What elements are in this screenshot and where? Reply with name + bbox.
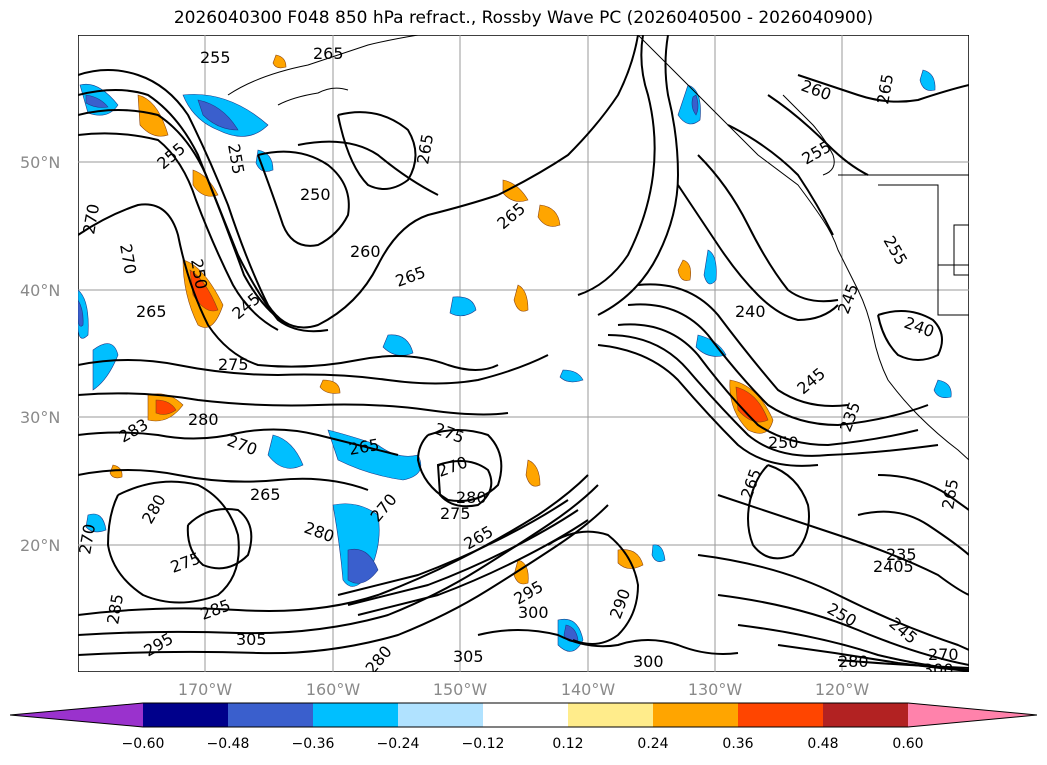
lon-label-130w: 130°W <box>687 680 743 699</box>
chart-title: 2026040300 F048 850 hPa refract., Rossby… <box>173 8 874 28</box>
colorbar-segment <box>738 703 823 727</box>
lon-label-150w: 150°W <box>432 680 488 699</box>
lat-label-50n: 50°N <box>20 153 61 172</box>
colorbar-tick: 0.48 <box>807 736 839 752</box>
colorbar-segment <box>398 703 483 727</box>
contour-label: 270 <box>78 522 99 555</box>
colorbar-segment <box>143 703 228 727</box>
contour-label: 300 <box>633 652 664 671</box>
contour-label: 260 <box>350 242 381 261</box>
colorbar-segment <box>908 703 1037 727</box>
colorbar-tick: −0.60 <box>121 736 165 752</box>
contour-label: 255 <box>200 48 231 67</box>
contour-label: 235 <box>886 545 917 564</box>
contour-label: 280 <box>838 652 869 671</box>
contour-label: 300 <box>923 660 954 672</box>
colorbar-tick: −0.12 <box>461 736 505 752</box>
contour-label: 2405 <box>873 557 914 576</box>
colorbar-tick: −0.36 <box>291 736 335 752</box>
colorbar-tick: 0.60 <box>892 736 924 752</box>
lon-label-120w: 120°W <box>814 680 870 699</box>
colorbar-outline <box>10 702 1037 728</box>
colorbar-segment <box>823 703 908 727</box>
lat-label-20n: 20°N <box>20 536 61 555</box>
lat-label-30n: 30°N <box>20 408 61 427</box>
lat-label-40n: 40°N <box>20 281 61 300</box>
contour-label: 280 <box>188 410 219 429</box>
contour-label: 265 <box>250 485 281 504</box>
contour-lines <box>78 35 969 672</box>
contour-label: 240 <box>735 302 766 321</box>
contour-label: 275 <box>218 355 249 374</box>
colorbar-segment <box>10 703 143 727</box>
colorbar-segment <box>313 703 398 727</box>
contour-label: 300 <box>518 603 549 622</box>
colorbar-tick: 0.24 <box>637 736 669 752</box>
coastlines <box>227 35 969 461</box>
lon-label-170w: 170°W <box>177 680 233 699</box>
lon-label-160w: 160°W <box>305 680 361 699</box>
contour-label: 265 <box>313 44 344 63</box>
colorbar-segment <box>228 703 313 727</box>
contour-label: 250 <box>768 433 799 452</box>
contour-label: 280 <box>456 488 487 507</box>
colorbar-tick: −0.48 <box>206 736 250 752</box>
contour-label: 270 <box>928 645 959 664</box>
contour-label: 305 <box>236 630 267 649</box>
contour-label: 265 <box>136 302 167 321</box>
contour-label: 250 <box>300 185 331 204</box>
colorbar-segment <box>568 703 653 727</box>
colorbar-segment <box>653 703 738 727</box>
contour-label: 275 <box>440 504 471 523</box>
colorbar <box>10 702 1037 728</box>
colorbar-tick: −0.24 <box>376 736 420 752</box>
contour-label: 305 <box>453 647 484 666</box>
colorbar-tick: 0.36 <box>722 736 754 752</box>
positive-anomaly-patches <box>109 54 774 585</box>
map-panel: 255 265 255 265 255 250 260 270 270 250 … <box>78 35 969 672</box>
colorbar-segment <box>483 703 568 727</box>
colorbar-tick: 0.12 <box>552 736 584 752</box>
lon-label-140w: 140°W <box>560 680 616 699</box>
